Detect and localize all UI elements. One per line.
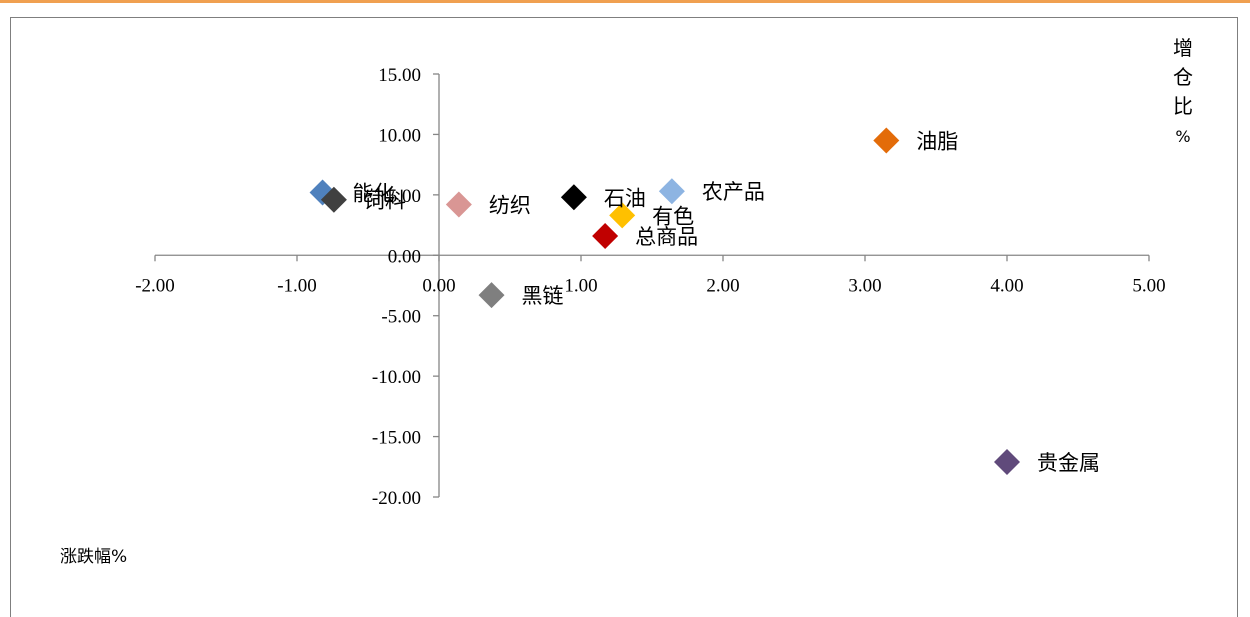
- x-tick-label: -2.00: [135, 275, 175, 296]
- x-tick-label: 3.00: [848, 275, 881, 296]
- data-point-贵金属: [994, 448, 1020, 475]
- point-label-有色: 有色: [652, 204, 694, 228]
- axes: [154, 73, 1150, 498]
- x-tick-label: 5.00: [1132, 275, 1165, 296]
- x-tick-label: 0.00: [422, 275, 455, 296]
- point-label-总商品: 总商品: [635, 225, 698, 249]
- x-tick-label: 2.00: [706, 275, 739, 296]
- y-axis-title-char: 比: [1173, 94, 1193, 118]
- y-tick-label: 15.00: [378, 65, 421, 86]
- point-label-贵金属: 贵金属: [1037, 451, 1100, 475]
- y-tick-label: 0.00: [388, 246, 421, 267]
- x-axis-title: 涨跌幅%: [60, 547, 127, 567]
- y-tick-label: 10.00: [378, 125, 421, 146]
- data-point-油脂: [873, 127, 900, 154]
- data-point-黑链: [478, 282, 505, 309]
- y-tick-label: -10.00: [372, 367, 421, 388]
- point-label-能化: 能化: [353, 181, 395, 205]
- point-label-纺织: 纺织: [489, 194, 531, 218]
- data-point-有色: [609, 202, 636, 229]
- x-tick-label: -1.00: [277, 275, 317, 296]
- y-tick-label: -20.00: [372, 488, 421, 509]
- x-tick-label: 4.00: [990, 275, 1023, 296]
- point-label-黑链: 黑链: [522, 284, 564, 308]
- data-point-总商品: [592, 222, 619, 249]
- data-point-石油: [560, 184, 587, 211]
- data-point-农产品: [658, 178, 685, 205]
- axis-titles: 增仓比% 涨跌幅%: [60, 36, 1193, 567]
- y-tick-label: 5.00: [388, 186, 421, 207]
- plot-area-border: [10, 17, 1238, 617]
- point-label-饲料: 饲料: [364, 189, 406, 213]
- y-axis-title-char: 仓: [1173, 65, 1193, 89]
- point-label-农产品: 农产品: [702, 180, 765, 204]
- data-point-饲料: [320, 186, 347, 213]
- y-tick-label: -5.00: [381, 307, 421, 328]
- data-point-纺织: [445, 191, 472, 218]
- tick-labels: -2.00 -1.00 0.00 1.00 2.00 3.00 4.00 5.00 -20.00…: [135, 65, 1165, 509]
- point-label-油脂: 油脂: [916, 129, 958, 153]
- y-tick-label: -15.00: [372, 428, 421, 449]
- x-tick-label: 1.00: [564, 275, 597, 296]
- data-points: [309, 127, 1020, 475]
- y-axis-title-char: %: [1175, 127, 1190, 146]
- y-axis-title-char: 增: [1173, 36, 1193, 60]
- point-label-石油: 石油: [604, 186, 646, 210]
